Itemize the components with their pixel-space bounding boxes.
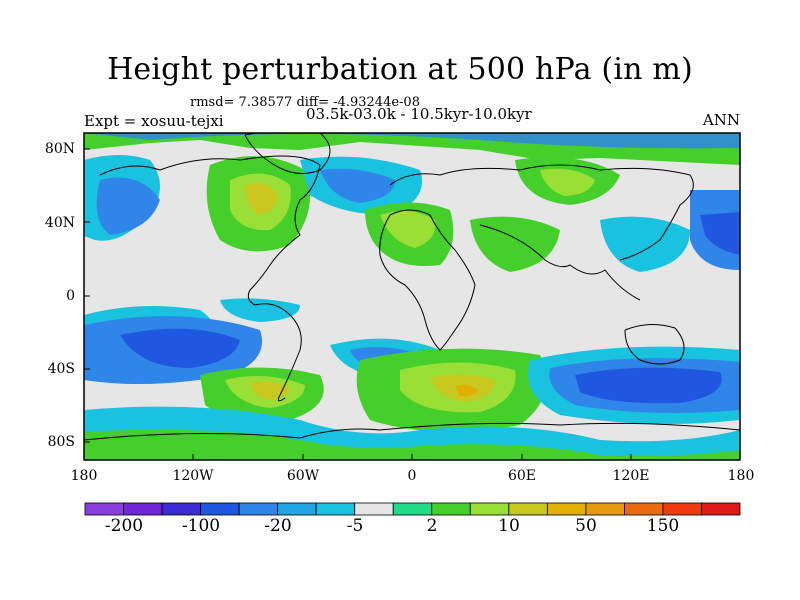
contour-patch-namerica-olive — [245, 182, 278, 215]
colorbar-swatch — [701, 502, 741, 516]
colorbar — [84, 502, 741, 516]
colorbar-swatch — [585, 502, 625, 516]
colorbar-swatch — [238, 502, 279, 516]
colorbar-swatch — [161, 502, 201, 516]
colorbar-swatch — [354, 502, 394, 516]
colorbar-label: 150 — [646, 516, 680, 536]
coast-south-america — [254, 303, 302, 402]
colorbar-label: -20 — [264, 516, 292, 536]
colorbar-label: 10 — [498, 516, 520, 536]
lat-tick-label: 80N — [44, 141, 75, 157]
lat-tick-label: 40S — [47, 361, 75, 377]
lat-tick-label: 40N — [44, 215, 75, 231]
lon-tick-label: 120W — [172, 468, 214, 484]
coast-north-america — [99, 155, 321, 306]
colorbar-label: -100 — [181, 516, 221, 536]
contour-patch-atlantic-blue — [320, 168, 395, 203]
contour-patch-europe-lime — [380, 211, 436, 248]
coast-greenland — [244, 133, 331, 174]
lat-tick-label: 80S — [47, 434, 75, 450]
contour-patch-japan-teal — [600, 216, 690, 272]
contour-patch-tropic-teal — [220, 298, 300, 322]
contour-patch-siberia-lime — [540, 168, 595, 196]
lon-tick-label: 60W — [286, 468, 320, 484]
colorbar-swatch — [546, 502, 587, 516]
contour-patch-asia-green — [470, 216, 560, 272]
colorbar-swatch — [624, 502, 664, 516]
colorbar-swatch — [662, 502, 702, 516]
coast-africa — [379, 209, 476, 351]
contour-patch-saustralia-darkblue — [575, 367, 722, 404]
chart-title: Height perturbation at 500 hPa (in m) — [107, 52, 693, 87]
contour-patch-indian-amber — [455, 384, 478, 397]
coastlines — [84, 133, 740, 441]
colorbar-label: 50 — [575, 516, 597, 536]
colorbar-swatch — [431, 502, 471, 516]
lon-tick-label: 180 — [727, 468, 755, 484]
stats-line: rmsd= 7.38577 diff= -4.93244e-08 — [190, 95, 420, 110]
lon-tick-label: 120E — [612, 468, 650, 484]
contour-field — [84, 133, 740, 460]
colorbar-swatch — [277, 502, 317, 516]
lon-tick-label: 180 — [70, 468, 98, 484]
coast-antarctica — [84, 422, 740, 441]
axis-ticks — [84, 148, 632, 460]
colorbar-label: -5 — [346, 516, 364, 536]
colorbar-label: -200 — [104, 516, 144, 536]
colorbar-label: 2 — [426, 516, 438, 536]
colorbar-swatch — [392, 502, 433, 516]
period-label: 03.5k-03.0k - 10.5kyr-10.0kyr — [306, 105, 532, 123]
lat-tick-label: 0 — [66, 288, 75, 304]
colorbar-swatch — [315, 502, 356, 516]
lon-tick-label: 0 — [407, 468, 417, 484]
coast-south-asia — [479, 224, 641, 301]
contour-patch-spacific-darkblue — [120, 328, 240, 368]
lon-tick-label: 60E — [507, 468, 537, 484]
colorbar-swatch — [123, 502, 163, 516]
contour-band-north-blue — [84, 133, 740, 149]
coast-eurasia-north — [389, 164, 694, 261]
colorbar-swatch — [508, 502, 548, 516]
experiment-label: Expt = xosuu-tejxi — [84, 112, 224, 130]
colorbar-swatch — [200, 502, 240, 516]
colorbar-swatch — [84, 502, 124, 516]
contour-patch-pacific-blue — [96, 177, 160, 235]
season-label: ANN — [702, 111, 740, 129]
contour-patch-npacific-darkblue — [700, 212, 740, 255]
colorbar-swatch — [469, 502, 510, 516]
coast-australia — [624, 324, 685, 365]
contour-band-antarctic-green — [84, 429, 740, 460]
